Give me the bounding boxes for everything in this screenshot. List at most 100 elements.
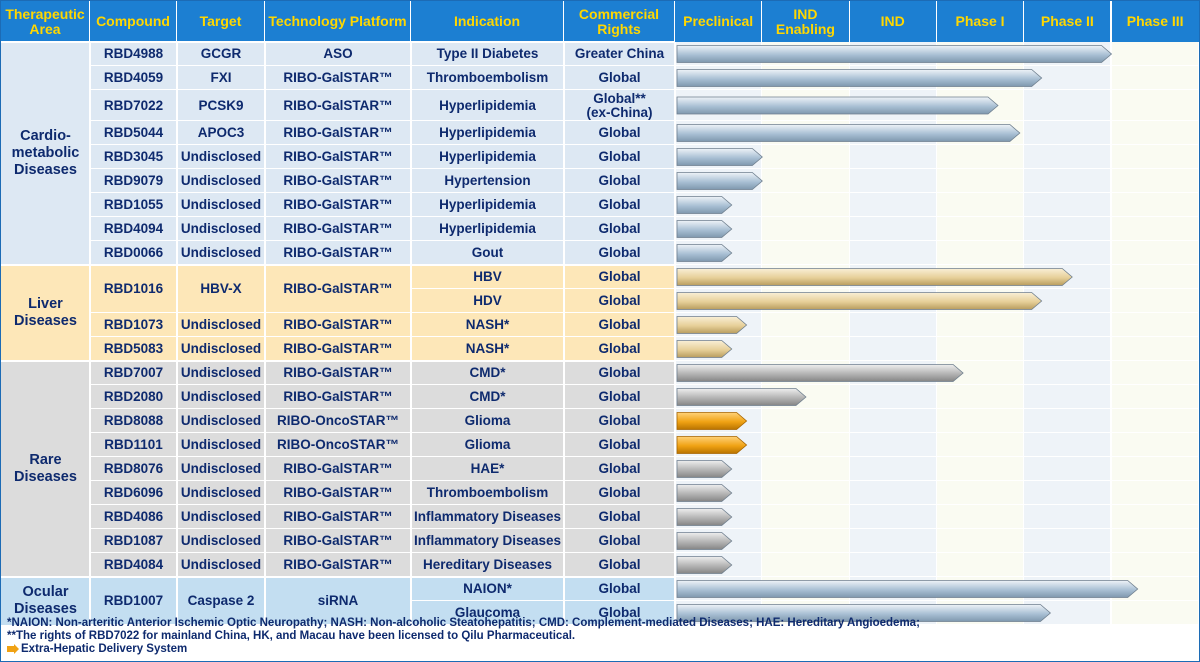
row-divider: [564, 312, 675, 313]
row-divider: [90, 504, 177, 505]
row-divider: [265, 168, 411, 169]
row-divider: [265, 504, 411, 505]
column-divider: [563, 42, 565, 625]
progress-bar-rbd1007-22: [676, 580, 1139, 598]
row-divider: [411, 336, 564, 337]
row-divider: [177, 552, 265, 553]
row-divider: [90, 65, 177, 66]
cell-target: Undisclosed: [180, 341, 262, 356]
cell-compound: RBD2080: [103, 389, 164, 404]
cell-rights: Global** (ex-China): [586, 90, 653, 120]
row-divider: [90, 480, 177, 481]
row-divider: [411, 504, 564, 505]
cell-target: Undisclosed: [180, 317, 262, 332]
cell-indication: Inflammatory Diseases: [413, 533, 562, 548]
cell-platform: RIBO-GalSTAR™: [283, 341, 393, 356]
legend-extra-hepatic: Extra-Hepatic Delivery System: [7, 643, 187, 655]
cell-compound: RBD5083: [103, 341, 164, 356]
row-divider: [675, 504, 1199, 505]
row-divider: [675, 168, 1199, 169]
cell-compound: RBD0066: [103, 245, 164, 260]
cell-compound: RBD4086: [103, 509, 164, 524]
row-divider: [564, 144, 675, 145]
row-divider: [265, 120, 411, 121]
area-band: [1, 265, 675, 361]
cell-compound: RBD4094: [103, 221, 164, 236]
row-divider: [564, 192, 675, 193]
row-divider: [265, 65, 411, 66]
progress-bar-rbd4059-1: [676, 69, 1043, 87]
cell-compound: RBD9079: [103, 173, 164, 188]
row-divider: [177, 504, 265, 505]
row-divider: [675, 600, 1199, 601]
row-divider: [177, 120, 265, 121]
progress-bar-rbd7007-13: [676, 364, 964, 382]
cell-compound: RBD1055: [103, 197, 164, 212]
progress-bar-rbd1087-20: [676, 532, 733, 550]
cell-platform: RIBO-GalSTAR™: [283, 70, 393, 85]
row-divider: [90, 240, 177, 241]
row-divider: [177, 360, 265, 361]
cell-target: Undisclosed: [180, 413, 262, 428]
row-divider: [564, 240, 675, 241]
cell-indication: Hereditary Diseases: [422, 557, 553, 572]
cell-rights: Global: [598, 125, 641, 140]
header-phase-3: IND: [849, 1, 937, 42]
cell-rights: Global: [598, 605, 641, 620]
cell-compound: RBD3045: [103, 149, 164, 164]
row-divider: [564, 384, 675, 385]
progress-bar-rbd4086-19: [676, 508, 733, 526]
row-divider: [90, 528, 177, 529]
progress-bar-rbd1101-16: [676, 436, 748, 454]
header-phase-4: Phase I: [936, 1, 1025, 42]
column-divider: [89, 42, 91, 625]
row-divider: [90, 216, 177, 217]
cell-compound: RBD6096: [103, 485, 164, 500]
area-label: Ocular Diseases: [14, 584, 77, 617]
progress-bar-rbd5083-12: [676, 340, 733, 358]
cell-target: Undisclosed: [180, 533, 262, 548]
cell-target: Undisclosed: [180, 557, 262, 572]
cell-compound: RBD5044: [103, 125, 164, 140]
row-divider: [675, 432, 1199, 433]
progress-bar-rbd9079-5: [676, 172, 763, 190]
group-divider: [1, 264, 675, 266]
row-divider: [265, 432, 411, 433]
row-divider: [675, 456, 1199, 457]
row-divider: [265, 240, 411, 241]
row-divider: [177, 89, 265, 90]
row-divider: [675, 216, 1199, 217]
row-divider: [675, 312, 1199, 313]
header-phase-6: Phase III: [1111, 1, 1199, 42]
row-divider: [411, 168, 564, 169]
cell-platform: RIBO-GalSTAR™: [283, 125, 393, 140]
row-divider: [411, 384, 564, 385]
progress-bar-rbd1016-9: [676, 268, 1073, 286]
row-divider: [564, 456, 675, 457]
cell-target: APOC3: [197, 125, 245, 140]
progress-bar-rbd7022-2: [676, 96, 999, 115]
row-divider: [265, 312, 411, 313]
row-divider: [675, 552, 1199, 553]
row-divider: [90, 360, 177, 361]
cell-rights: Global: [598, 533, 641, 548]
header-area: Therapeutic Area: [1, 1, 90, 42]
header-target: Target: [177, 1, 265, 42]
cell-compound: RBD1007: [103, 593, 164, 608]
footnote-abbreviations: *NAION: Non-arteritic Anterior Ischemic …: [7, 617, 920, 629]
row-divider: [265, 264, 411, 265]
row-divider: [90, 576, 177, 577]
cell-platform: ASO: [323, 46, 353, 61]
cell-rights: Global: [598, 437, 641, 452]
cell-indication: NASH*: [465, 317, 510, 332]
cell-indication: NAION*: [463, 581, 512, 596]
row-divider: [411, 480, 564, 481]
row-divider: [265, 384, 411, 385]
row-divider: [411, 264, 564, 265]
cell-target: Caspase 2: [187, 593, 255, 608]
cell-indication: HDV: [473, 293, 502, 308]
progress-bar-rbd6096-18: [676, 484, 733, 502]
progress-bar-rbd1055-6: [676, 196, 733, 214]
cell-rights: Global: [598, 317, 641, 332]
cell-target: Undisclosed: [180, 197, 262, 212]
